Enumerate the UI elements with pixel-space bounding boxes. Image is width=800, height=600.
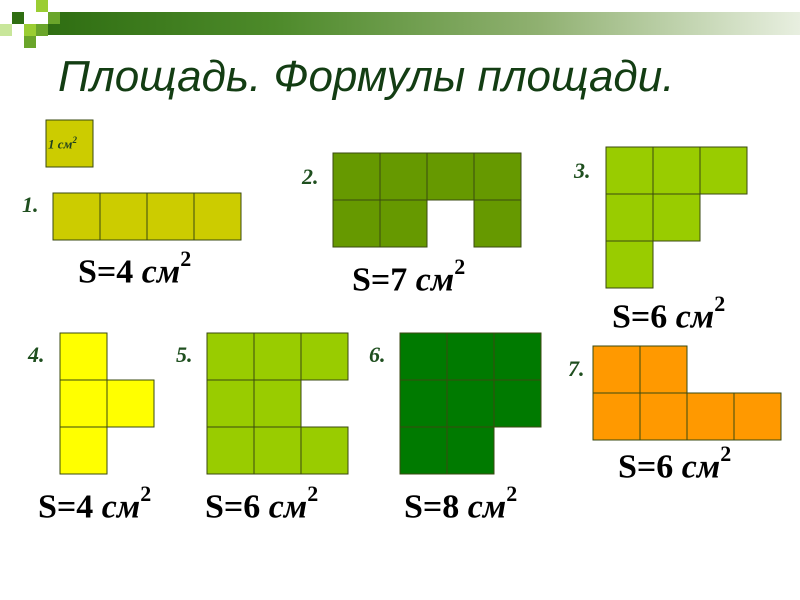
figure-2-cell — [473, 199, 522, 248]
figure-5-cell — [206, 379, 255, 428]
formula-unit: см — [673, 448, 721, 486]
figure-3-cell — [605, 240, 654, 289]
decor-square — [24, 36, 36, 48]
formula-power: 2 — [506, 481, 518, 506]
figure-2-cell — [379, 199, 428, 248]
figure-7-cell — [686, 392, 735, 441]
formula-unit: см — [667, 298, 715, 336]
unit-label-power: 2 — [72, 135, 77, 145]
figure-3-cell — [652, 146, 701, 195]
figure-2-cell — [426, 152, 475, 201]
figure-6-cell — [399, 332, 448, 381]
figure-7-formula: S=6 см2 — [618, 441, 731, 486]
figure-6-cell — [446, 426, 495, 475]
figure-3-cell — [699, 146, 748, 195]
formula-unit: см — [93, 488, 141, 526]
figure-5-formula: S=6 см2 — [205, 481, 318, 526]
figure-1-cell — [193, 192, 242, 241]
figure-6-formula: S=8 см2 — [404, 481, 517, 526]
figure-1-formula: S=4 см2 — [78, 246, 191, 291]
page-title: Площадь. Формулы площади. — [58, 52, 675, 101]
figure-6-cell — [493, 379, 542, 428]
figure-4-cell — [59, 332, 108, 381]
figure-2-formula: S=7 см2 — [352, 254, 465, 299]
decor-square — [12, 12, 24, 24]
formula-value: S=7 — [352, 261, 408, 299]
figure-5-cell — [253, 426, 302, 475]
figure-4-cell — [59, 426, 108, 475]
header-band — [48, 12, 800, 35]
formula-power: 2 — [307, 481, 319, 506]
figure-7-cell — [592, 345, 641, 394]
formula-value: S=6 — [205, 488, 261, 526]
figure-4-formula: S=4 см2 — [38, 481, 151, 526]
figure-4-cell — [106, 379, 155, 428]
formula-power: 2 — [454, 254, 466, 279]
figure-3-number: 3. — [574, 158, 591, 183]
figure-2-cell — [379, 152, 428, 201]
figure-6-number: 6. — [369, 342, 386, 367]
figure-7-cell — [733, 392, 782, 441]
figure-5-number: 5. — [176, 342, 193, 367]
figure-3-cell — [605, 146, 654, 195]
figure-6-cell — [493, 332, 542, 381]
formula-unit: см — [459, 488, 507, 526]
figure-5-cell — [300, 332, 349, 381]
figure-1-cell — [146, 192, 195, 241]
formula-value: S=6 — [618, 448, 674, 486]
figure-5-cell — [253, 332, 302, 381]
formula-value: S=6 — [612, 298, 668, 336]
decor-square — [36, 24, 48, 36]
decor-square — [36, 0, 48, 12]
decor-square — [24, 24, 36, 36]
formula-value: S=8 — [404, 488, 460, 526]
decor-square — [48, 12, 60, 24]
formula-power: 2 — [714, 291, 726, 316]
figure-2-cell — [473, 152, 522, 201]
figure-1-cell — [99, 192, 148, 241]
formula-power: 2 — [140, 481, 152, 506]
figure-1-cell — [52, 192, 101, 241]
figure-4-number: 4. — [28, 342, 45, 367]
figure-5-cell — [206, 332, 255, 381]
figure-1-number: 1. — [22, 192, 39, 217]
figure-6-cell — [446, 379, 495, 428]
formula-unit: см — [407, 261, 455, 299]
figure-2-number: 2. — [302, 164, 319, 189]
figure-3-cell — [652, 193, 701, 242]
figure-2-cell — [332, 199, 381, 248]
figure-5-cell — [253, 379, 302, 428]
figure-2-cell — [332, 152, 381, 201]
formula-power: 2 — [720, 441, 732, 466]
formula-power: 2 — [180, 246, 192, 271]
figure-6-cell — [399, 379, 448, 428]
figure-7-cell — [639, 345, 688, 394]
formula-value: S=4 — [78, 253, 134, 291]
figure-4-cell — [59, 379, 108, 428]
figure-6-cell — [399, 426, 448, 475]
figure-6-cell — [446, 332, 495, 381]
figure-3-cell — [605, 193, 654, 242]
formula-unit: см — [260, 488, 308, 526]
unit-label-text: 1 см — [48, 136, 73, 152]
figure-7-number: 7. — [568, 356, 585, 381]
unit-square-label: 1 см2 — [48, 135, 77, 152]
figure-5-cell — [300, 426, 349, 475]
figure-3-formula: S=6 см2 — [612, 291, 725, 336]
figure-5-cell — [206, 426, 255, 475]
formula-unit: см — [133, 253, 181, 291]
figure-7-cell — [639, 392, 688, 441]
figure-7-cell — [592, 392, 641, 441]
formula-value: S=4 — [38, 488, 94, 526]
unit-square — [45, 119, 94, 168]
decor-square — [0, 24, 12, 36]
